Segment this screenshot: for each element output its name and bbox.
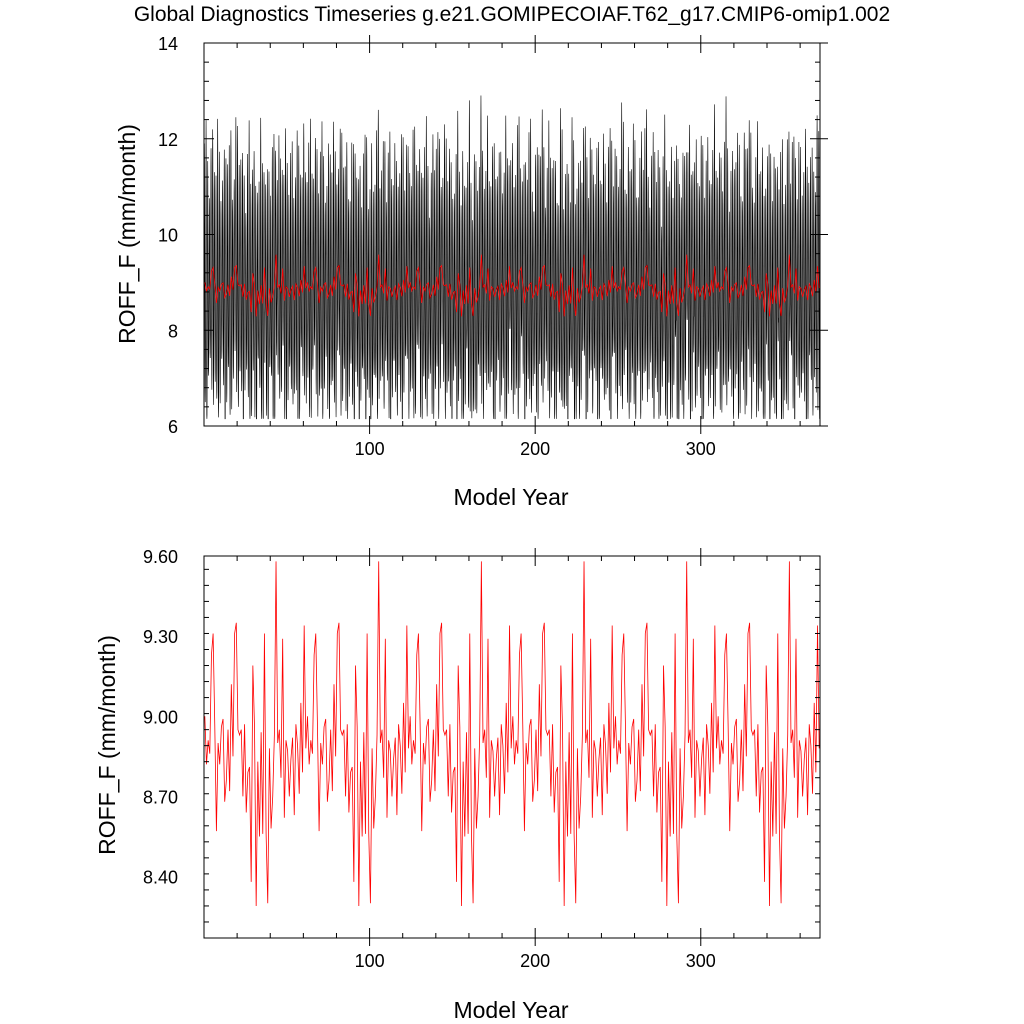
y-tick-label: 8.40 bbox=[143, 868, 178, 888]
y-axis-title: ROFF_F (mm/month) bbox=[94, 635, 120, 855]
y-tick-label: 14 bbox=[158, 34, 178, 54]
x-tick-labels: 100 200 300 bbox=[355, 951, 716, 971]
x-tick-label: 200 bbox=[520, 439, 550, 459]
page-title: Global Diagnostics Timeseries g.e21.GOMI… bbox=[133, 3, 891, 26]
x-tick-label: 200 bbox=[520, 951, 550, 971]
y-axis-title: ROFF_F (mm/month) bbox=[114, 124, 140, 344]
bottom-panel: 8.40 8.70 9.00 9.30 9.60 100 200 300 Model Yea… bbox=[94, 547, 821, 1023]
axis-ticks bbox=[204, 35, 828, 434]
monthly-series-line bbox=[203, 95, 821, 420]
annual-mean-series-line bbox=[204, 254, 820, 317]
plot-frame bbox=[203, 555, 821, 939]
y-tick-label: 8 bbox=[168, 321, 178, 341]
y-tick-label: 12 bbox=[158, 130, 178, 150]
annual-mean-series bbox=[204, 561, 820, 906]
axis-ticks bbox=[204, 548, 820, 946]
x-tick-label: 300 bbox=[686, 951, 716, 971]
annual-mean-series bbox=[204, 254, 820, 317]
y-tick-label: 8.70 bbox=[143, 787, 178, 807]
x-axis-title: Model Year bbox=[453, 484, 568, 510]
y-tick-labels: 8.40 8.70 9.00 9.30 9.60 bbox=[143, 547, 178, 888]
top-panel: 6 8 10 12 14 100 200 300 Model Year ROFF_F (mm… bbox=[114, 34, 828, 510]
x-tick-labels: 100 200 300 bbox=[355, 439, 716, 459]
x-tick-label: 300 bbox=[686, 439, 716, 459]
y-tick-label: 9.30 bbox=[143, 627, 178, 647]
x-axis-title: Model Year bbox=[453, 997, 568, 1023]
x-tick-label: 100 bbox=[355, 951, 385, 971]
y-tick-label: 6 bbox=[168, 417, 178, 437]
monthly-series bbox=[203, 95, 821, 420]
y-tick-label: 9.00 bbox=[143, 707, 178, 727]
x-tick-label: 100 bbox=[355, 439, 385, 459]
y-tick-labels: 6 8 10 12 14 bbox=[158, 34, 178, 437]
annual-mean-series-line bbox=[204, 561, 820, 906]
y-tick-label: 9.60 bbox=[143, 547, 178, 567]
y-tick-label: 10 bbox=[158, 226, 178, 246]
